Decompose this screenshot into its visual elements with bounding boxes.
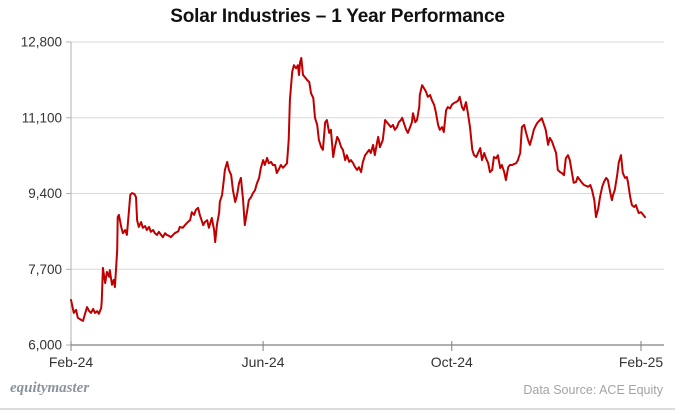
x-tick-label: Feb-25: [619, 354, 664, 370]
chart-title: Solar Industries – 1 Year Performance: [170, 6, 505, 27]
y-tick-label: 12,800: [21, 35, 62, 50]
y-tick-label: 11,100: [22, 110, 62, 125]
x-tick-label: Oct-24: [431, 354, 473, 370]
y-tick-label: 7,700: [28, 262, 62, 277]
equitymaster-logo: equitymaster: [10, 380, 90, 396]
price-line-solar-industries: [70, 57, 646, 322]
y-tick-label: 9,400: [28, 186, 62, 201]
bottom-divider: [0, 408, 675, 410]
x-tick-label: Jun-24: [242, 354, 285, 370]
y-tick-label: 6,000: [28, 338, 62, 353]
x-tick-label: Feb-24: [49, 354, 94, 370]
data-source-credit: Data Source: ACE Equity: [523, 383, 663, 397]
